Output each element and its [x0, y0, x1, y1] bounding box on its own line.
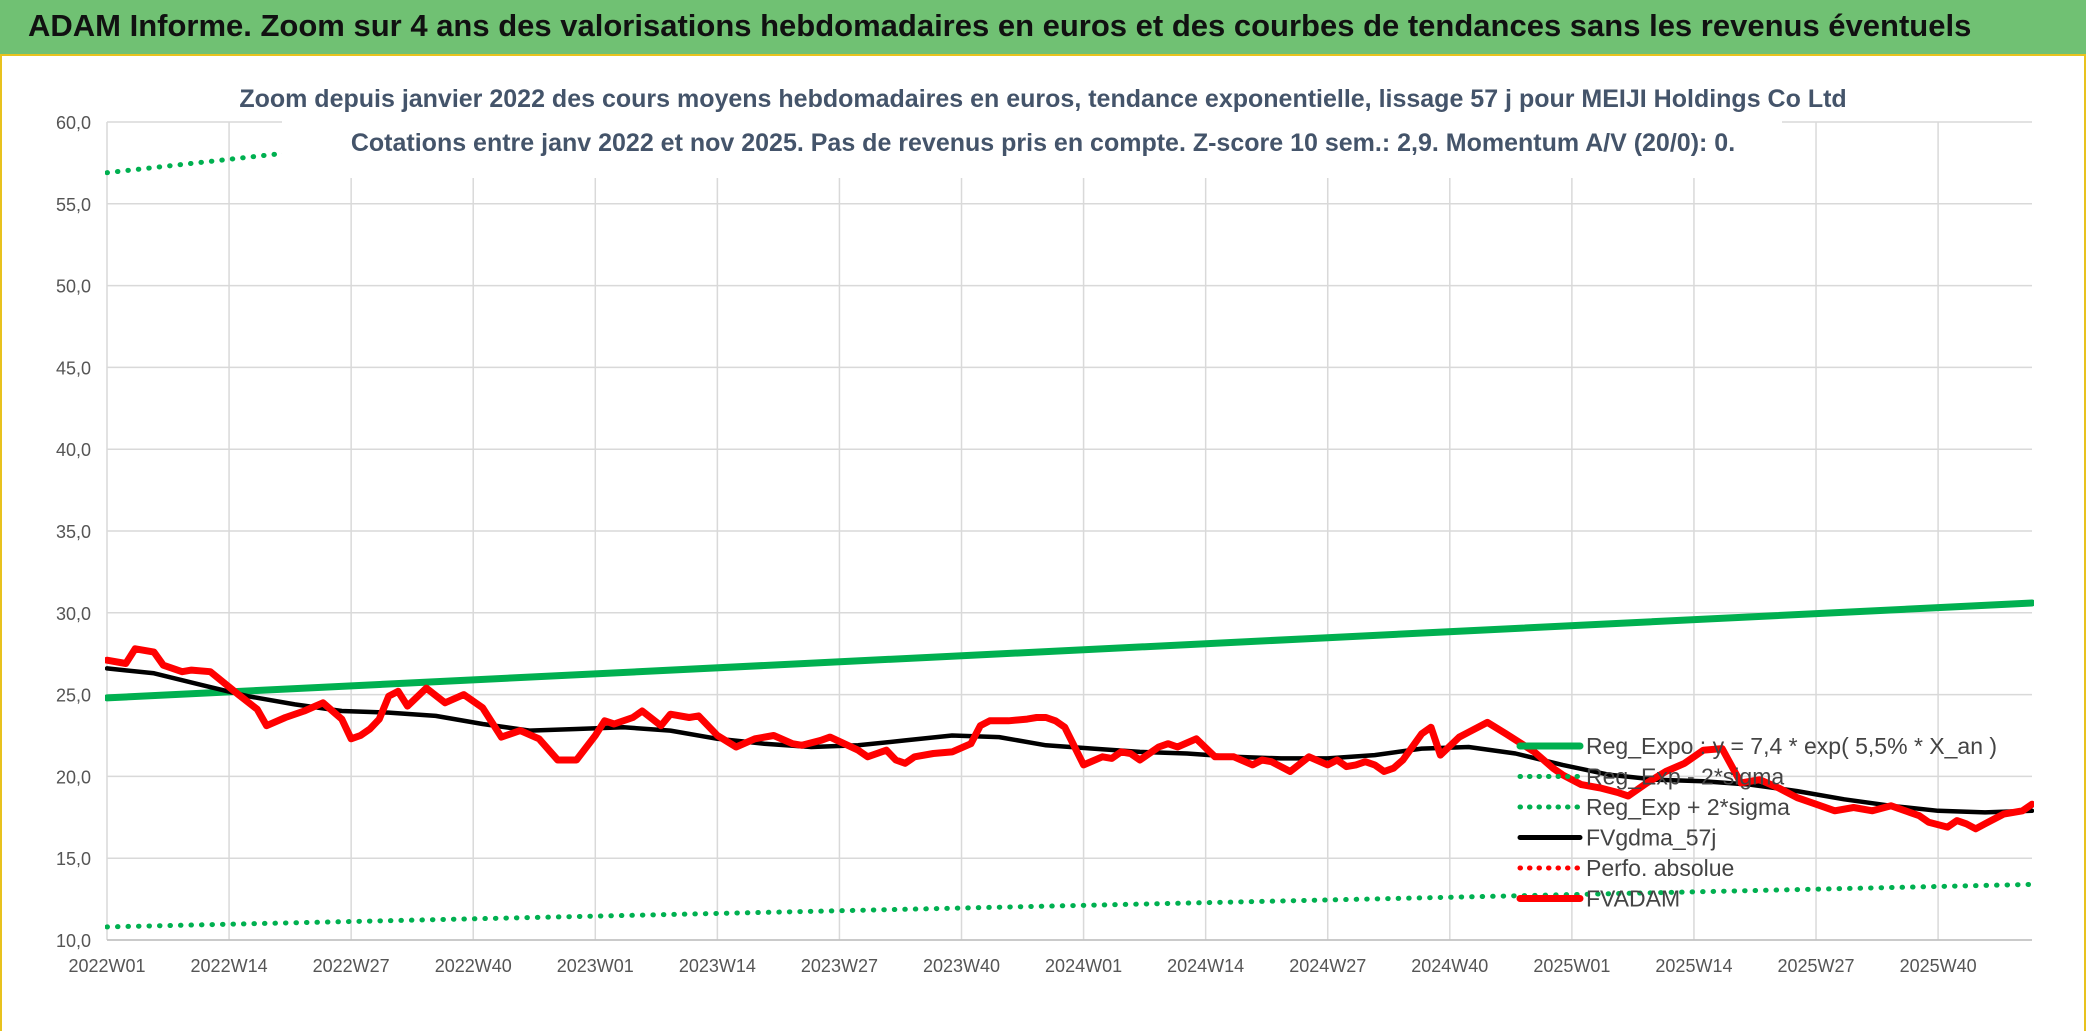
x-tick-label: 2024W27 [1289, 956, 1366, 976]
legend-label: FVADAM [1586, 886, 1680, 912]
y-axis-ticks: 10,0 15,0 20,0 25,0 30,0 35,0 40,0 45,0 50,0 55,0… [56, 113, 91, 951]
x-tick-label: 2025W01 [1533, 956, 1610, 976]
x-tick-label: 2022W14 [191, 956, 268, 976]
x-tick-label: 2022W27 [313, 956, 390, 976]
legend-label: Perfo. absolue [1586, 855, 1734, 881]
y-tick-label: 55,0 [56, 195, 91, 215]
line-chart: 10,0 15,0 20,0 25,0 30,0 35,0 40,0 45,0 50,0 55,0… [56, 78, 2034, 976]
y-tick-label: 45,0 [56, 358, 91, 378]
y-tick-label: 30,0 [56, 604, 91, 624]
x-tick-label: 2024W01 [1045, 956, 1122, 976]
legend: Reg_Expo : y = 7,4 * exp( 5,5% * X_an ) R… [1516, 733, 1997, 912]
series-lines [105, 122, 2034, 930]
y-tick-label: 40,0 [56, 440, 91, 460]
y-tick-label: 20,0 [56, 767, 91, 787]
chart-title: Zoom depuis janvier 2022 des cours moyen… [239, 85, 1846, 113]
header-title: ADAM Informe. Zoom sur 4 ans des valoris… [28, 8, 1972, 43]
chart-frame: 10,0 15,0 20,0 25,0 30,0 35,0 40,0 45,0 50,0 55,0… [0, 54, 2086, 1031]
series-line-1 [105, 881, 2034, 930]
series-line-5 [105, 645, 2034, 833]
y-tick-label: 15,0 [56, 849, 91, 869]
series-line-3 [105, 666, 2034, 815]
x-axis-ticks: 2022W01 2022W14 2022W27 2022W40 2023W01 2023W… [68, 956, 1976, 976]
y-tick-label: 50,0 [56, 277, 91, 297]
x-tick-label: 2023W27 [801, 956, 878, 976]
legend-label: Reg_Expo : y = 7,4 * exp( 5,5% * X_an ) [1586, 733, 1997, 759]
chart-subtitle: Cotations entre janv 2022 et nov 2025. P… [351, 129, 1735, 157]
y-tick-label: 10,0 [56, 931, 91, 951]
y-tick-label: 35,0 [56, 522, 91, 542]
y-tick-label: 25,0 [56, 686, 91, 706]
x-tick-label: 2023W14 [679, 956, 756, 976]
legend-label: Reg_Exp + 2*sigma [1586, 794, 1790, 820]
x-tick-label: 2024W40 [1411, 956, 1488, 976]
x-tick-label: 2023W01 [557, 956, 634, 976]
x-tick-label: 2025W40 [1900, 956, 1977, 976]
x-tick-label: 2022W40 [435, 956, 512, 976]
y-tick-label: 60,0 [56, 113, 91, 133]
x-tick-label: 2023W40 [923, 956, 1000, 976]
legend-label: FVgdma_57j [1586, 825, 1716, 851]
x-tick-label: 2022W01 [68, 956, 145, 976]
header-banner: ADAM Informe. Zoom sur 4 ans des valoris… [0, 0, 2086, 56]
x-tick-label: 2025W14 [1655, 956, 1732, 976]
x-tick-label: 2024W14 [1167, 956, 1244, 976]
legend-label: Reg_Exp - 2*sigma [1586, 764, 1784, 790]
title-background [282, 78, 1782, 178]
x-tick-label: 2025W27 [1777, 956, 1854, 976]
series-line-0 [105, 599, 2034, 702]
